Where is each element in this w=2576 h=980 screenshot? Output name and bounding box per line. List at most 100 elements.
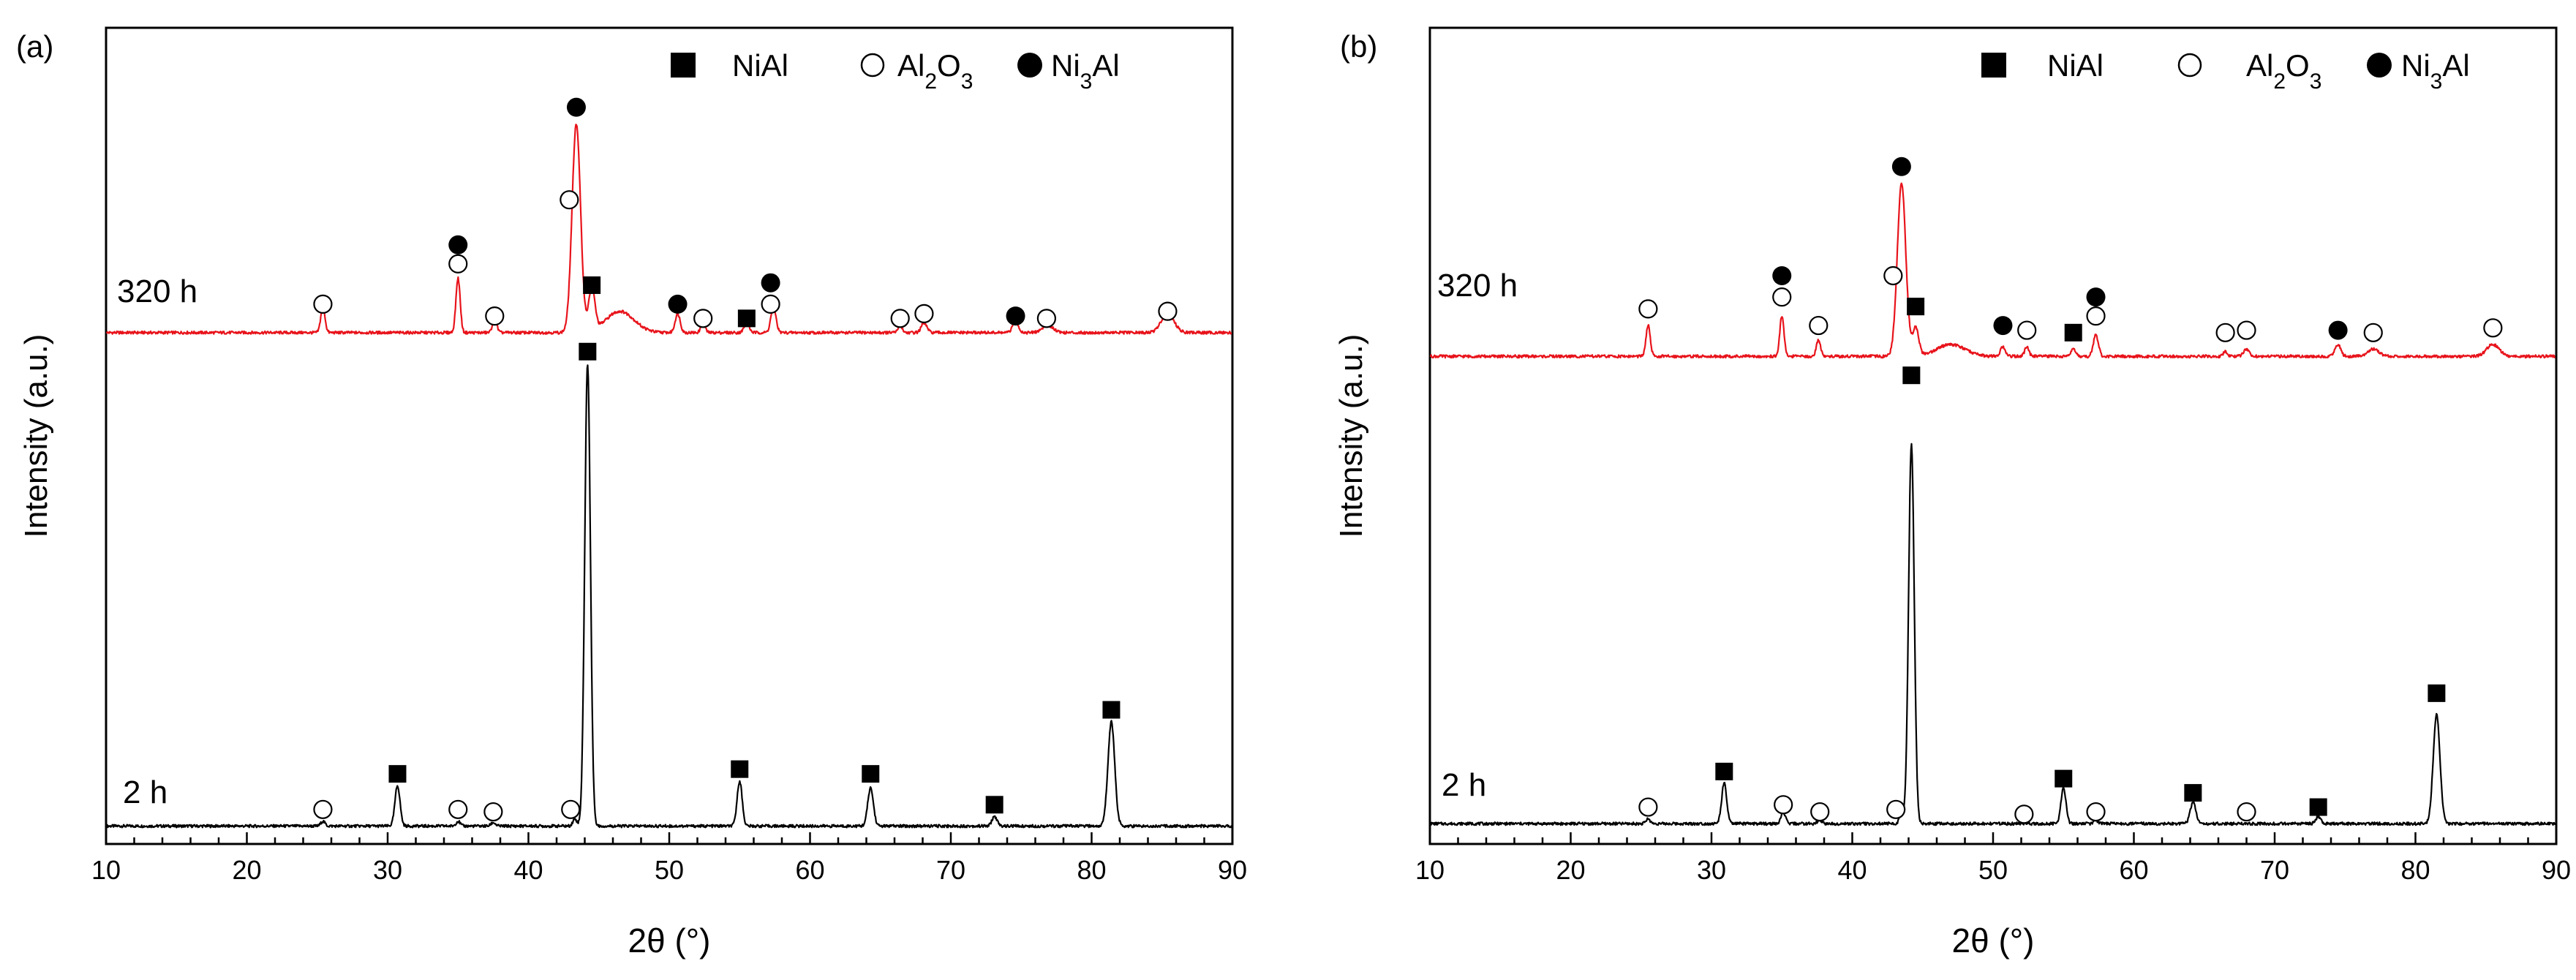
- x-tick-label: 70: [2260, 855, 2289, 885]
- marker-ni3al: [448, 235, 468, 255]
- legend-label-al2o3-b: Al2O3: [2246, 48, 2321, 94]
- series-label-2h-a: 2 h: [123, 774, 167, 810]
- panel-letter-a: (a): [16, 29, 53, 64]
- plot-frame-a: [105, 26, 1234, 845]
- marker-ni3al: [1993, 316, 2013, 336]
- marker-al2o3: [1809, 315, 1829, 336]
- legend-label-ni3al-b: Ni3Al: [2401, 48, 2470, 94]
- legend-marker-ni3al-a: [1017, 53, 1042, 78]
- marker-al2o3: [1774, 795, 1793, 815]
- marker-al2o3: [2014, 804, 2034, 824]
- marker-al2o3: [2363, 323, 2383, 342]
- marker-al2o3: [1883, 265, 1903, 286]
- marker-al2o3: [2086, 802, 2106, 822]
- marker-al2o3: [448, 254, 468, 274]
- legend-b: NiAl Al2O3 Ni3Al: [1981, 48, 2470, 94]
- x-tick-label: 80: [2400, 855, 2430, 885]
- legend-marker-ni3al-b: [2367, 53, 2392, 78]
- marker-nial: [2309, 798, 2327, 816]
- x-tick-label: 90: [1218, 855, 1247, 885]
- marker-ni3al: [1006, 306, 1025, 326]
- marker-al2o3: [560, 190, 579, 210]
- x-tick-label: 40: [1837, 855, 1867, 885]
- marker-nial: [1907, 298, 1925, 316]
- x-ticks-a: 10 20 30 40 50 60 70 80 90: [91, 832, 1247, 885]
- x-axis-label-a: 2θ (°): [628, 921, 711, 960]
- marker-nial: [2184, 784, 2202, 802]
- panel-letter-b: (b): [1340, 29, 1377, 64]
- x-ticks-b: 10 20 30 40 50 60 70 80 90: [1415, 832, 2571, 885]
- marker-al2o3: [2086, 306, 2106, 326]
- x-tick-label: 20: [1556, 855, 1585, 885]
- x-tick-label: 60: [795, 855, 824, 885]
- marker-al2o3: [483, 802, 503, 822]
- legend-label-nial-a: NiAl: [732, 48, 788, 83]
- marker-ni3al: [566, 97, 586, 117]
- marker-al2o3: [693, 309, 713, 328]
- legend-label-al2o3-a: Al2O3: [897, 48, 973, 94]
- peak-markers-a: [313, 97, 1178, 822]
- marker-ni3al: [1772, 265, 1792, 285]
- x-tick-label: 80: [1077, 855, 1106, 885]
- x-tick-label: 20: [232, 855, 261, 885]
- marker-al2o3: [1638, 797, 1658, 817]
- marker-al2o3: [448, 799, 468, 819]
- marker-al2o3: [561, 799, 581, 819]
- x-tick-label: 60: [2119, 855, 2148, 885]
- legend-marker-nial-b: [1981, 53, 2006, 78]
- marker-al2o3: [2483, 318, 2503, 338]
- marker-al2o3: [914, 304, 934, 323]
- marker-ni3al: [668, 294, 688, 314]
- marker-nial: [583, 276, 601, 294]
- marker-nial: [731, 760, 749, 778]
- x-tick-label: 70: [936, 855, 965, 885]
- marker-al2o3: [761, 294, 780, 314]
- marker-al2o3: [1810, 802, 1830, 822]
- marker-al2o3: [1638, 299, 1658, 319]
- marker-nial: [1715, 762, 1733, 780]
- x-tick-label: 10: [91, 855, 121, 885]
- panel-a: (a) Intensity (a.u.) 2θ (°) NiAl Al2O3 N…: [16, 26, 1247, 960]
- legend-a: NiAl Al2O3 Ni3Al: [671, 48, 1120, 94]
- x-tick-label: 40: [513, 855, 543, 885]
- series-label-320h-a: 320 h: [117, 274, 197, 309]
- y-axis-label-a: Intensity (a.u.): [18, 334, 54, 538]
- marker-al2o3: [2017, 320, 2037, 340]
- marker-al2o3: [1772, 287, 1792, 307]
- marker-nial: [1902, 366, 1921, 385]
- legend-label-ni3al-a: Ni3Al: [1051, 48, 1120, 94]
- y-axis-label-b: Intensity (a.u.): [1333, 334, 1369, 538]
- series-label-320h-b: 320 h: [1437, 268, 1518, 304]
- marker-al2o3: [1886, 799, 1906, 819]
- marker-nial: [2064, 323, 2082, 342]
- legend-marker-al2o3-b: [2177, 53, 2202, 78]
- marker-al2o3: [2237, 802, 2256, 822]
- legend-marker-al2o3-a: [860, 53, 885, 78]
- legend-label-nial-b: NiAl: [2047, 48, 2104, 83]
- x-tick-label: 30: [373, 855, 402, 885]
- marker-al2o3: [1158, 301, 1178, 321]
- x-axis-label-b: 2θ (°): [1952, 921, 2035, 960]
- x-tick-label: 90: [2542, 855, 2571, 885]
- marker-nial: [737, 309, 756, 328]
- marker-ni3al: [2328, 320, 2348, 340]
- marker-nial: [579, 342, 597, 361]
- marker-ni3al: [761, 273, 780, 293]
- traces-b: [1429, 182, 2556, 826]
- series-label-2h-b: 2 h: [1442, 767, 1486, 803]
- x-tick-label: 50: [1978, 855, 2008, 885]
- marker-nial: [862, 765, 880, 783]
- marker-al2o3: [2215, 323, 2235, 342]
- marker-nial: [2055, 769, 2073, 788]
- marker-nial: [388, 765, 407, 783]
- marker-al2o3: [313, 799, 333, 819]
- x-tick-label: 50: [655, 855, 684, 885]
- marker-nial: [985, 796, 1003, 814]
- marker-al2o3: [313, 294, 333, 314]
- peak-markers-b: [1638, 157, 2503, 824]
- traces-a: [105, 124, 1232, 829]
- marker-ni3al: [1891, 157, 1911, 176]
- trace-2h: [105, 364, 1232, 829]
- trace-2h: [1430, 442, 2556, 826]
